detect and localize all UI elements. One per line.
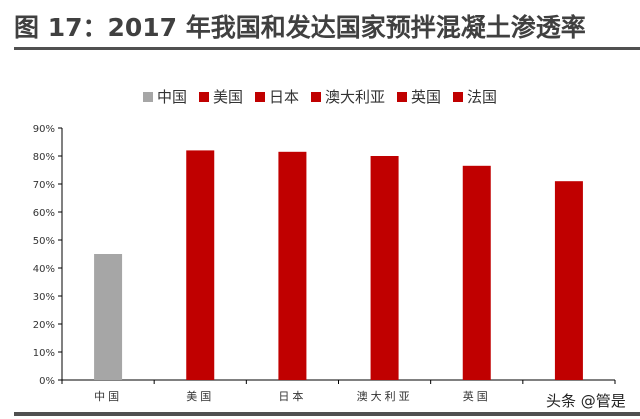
bar-澳大利亚: [370, 156, 399, 380]
legend-label: 美国: [212, 88, 243, 106]
y-tick-label: 20%: [33, 320, 55, 331]
y-tick-label: 90%: [33, 124, 55, 135]
x-tick-label: 中国: [94, 390, 122, 403]
bar-中国: [94, 254, 123, 380]
legend-label: 澳大利亚: [325, 88, 386, 106]
legend-label: 英国: [411, 88, 442, 106]
legend-item: 日本: [254, 86, 299, 107]
legend-item: 中国: [142, 86, 187, 107]
legend-item: 澳大利亚: [311, 86, 385, 107]
title-divider: [14, 47, 640, 50]
legend-item: 英国: [397, 86, 441, 107]
bar-法国: [554, 181, 583, 380]
y-tick-label: 60%: [33, 208, 55, 219]
legend-item: 美国: [198, 86, 243, 107]
legend-item: 法国: [453, 86, 497, 107]
legend: 中国 美国 日本 澳大利亚 英国 法国: [0, 86, 640, 107]
x-tick-label: 日本: [278, 389, 306, 403]
legend-label: 中国: [156, 88, 187, 106]
x-tick-label: 美国: [186, 390, 214, 403]
legend-label: 法国: [467, 88, 498, 106]
x-tick-label: 澳大利亚: [357, 389, 413, 403]
y-tick-label: 30%: [33, 292, 55, 303]
x-tick-label: 英国: [463, 389, 491, 403]
y-tick-label: 10%: [33, 348, 55, 359]
bar-日本: [278, 151, 307, 380]
legend-swatch: [254, 92, 265, 102]
legend-swatch: [198, 92, 209, 102]
legend-swatch: [397, 92, 408, 102]
legend-label: 日本: [268, 88, 299, 106]
legend-swatch: [311, 92, 321, 102]
legend-swatch: [453, 92, 464, 102]
bar-美国: [186, 150, 215, 380]
bottom-divider: [14, 412, 640, 416]
y-tick-label: 50%: [33, 236, 55, 247]
watermark: 头条 @管是: [546, 392, 626, 410]
y-tick-label: 40%: [33, 264, 55, 275]
y-tick-label: 70%: [33, 180, 55, 191]
bar-英国: [462, 165, 491, 380]
y-tick-label: 80%: [33, 152, 55, 163]
chart-title: 图 17：2017 年我国和发达国家预拌混凝土渗透率: [14, 13, 586, 42]
y-tick-label: 0%: [39, 376, 55, 387]
legend-swatch: [142, 92, 153, 102]
